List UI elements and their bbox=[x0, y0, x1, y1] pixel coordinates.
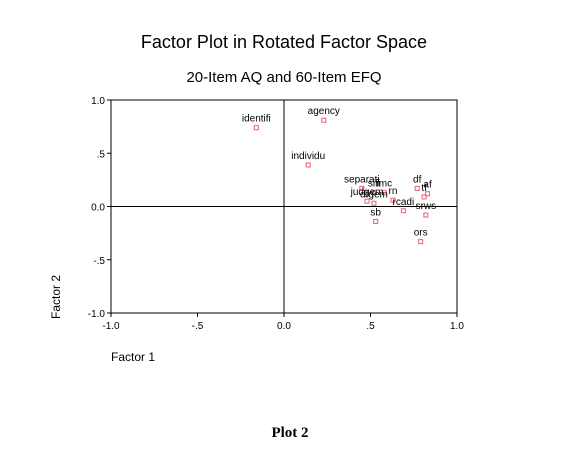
x-tick-label: 1.0 bbox=[450, 321, 464, 332]
chart-subtitle: 20-Item AQ and 60-Item EFQ bbox=[186, 69, 381, 86]
x-axis-label: Factor 1 bbox=[111, 350, 155, 364]
data-point-label: identifi bbox=[242, 114, 271, 125]
data-point bbox=[425, 191, 431, 197]
points-layer: agency identifi individu separatisifiimcjud… bbox=[242, 106, 437, 245]
y-tick-label: -1.0 bbox=[88, 309, 106, 320]
data-point bbox=[400, 208, 406, 214]
data-point-label: rn bbox=[389, 186, 398, 197]
y-tick-label: .5 bbox=[97, 149, 106, 160]
data-point-label: separati bbox=[344, 174, 380, 185]
data-point bbox=[321, 117, 327, 123]
y-tick-label: -.5 bbox=[93, 256, 105, 267]
data-point-label: judgem bbox=[350, 187, 384, 198]
data-point-label: individu bbox=[291, 151, 325, 162]
data-point bbox=[418, 239, 424, 245]
data-point-label: imc bbox=[377, 179, 393, 190]
data-point-label: srws bbox=[416, 201, 437, 212]
plot-caption: Plot 2 bbox=[271, 425, 308, 441]
x-tick-label: -1.0 bbox=[102, 321, 120, 332]
x-tick-label: .5 bbox=[366, 321, 375, 332]
data-point bbox=[359, 185, 365, 191]
data-point bbox=[423, 212, 429, 218]
x-tick-label: 0.0 bbox=[277, 321, 291, 332]
data-point bbox=[373, 218, 379, 224]
x-tick-label: -.5 bbox=[192, 321, 204, 332]
data-point-label: tf bbox=[421, 183, 427, 194]
data-point-label: ors bbox=[414, 228, 428, 239]
data-point-label: agency bbox=[308, 106, 340, 117]
data-point-label: df bbox=[413, 174, 422, 185]
data-point-label: af bbox=[423, 180, 432, 191]
data-point bbox=[414, 185, 420, 191]
data-point bbox=[381, 190, 387, 196]
data-point bbox=[390, 197, 396, 203]
y-tick-label: 1.0 bbox=[91, 96, 105, 107]
data-point bbox=[421, 194, 427, 200]
y-tick-label: 0.0 bbox=[91, 203, 105, 214]
data-point bbox=[364, 198, 370, 204]
y-axis-label: Factor 2 bbox=[49, 275, 63, 319]
data-point bbox=[371, 190, 377, 196]
data-point bbox=[253, 125, 259, 131]
chart-title: Factor Plot in Rotated Factor Space bbox=[141, 32, 427, 52]
data-point bbox=[371, 200, 377, 206]
tick-layer: -1.0 -.5 0.0 .5 1.0 1.0 .5 0.0 -.5 -1.0 bbox=[88, 96, 465, 332]
data-point-label: rcadi bbox=[393, 197, 415, 208]
data-point bbox=[305, 162, 311, 168]
data-point-label: dfgem bbox=[360, 189, 388, 200]
data-point-label: sb bbox=[370, 207, 381, 218]
data-point-label: sifi bbox=[368, 179, 380, 190]
